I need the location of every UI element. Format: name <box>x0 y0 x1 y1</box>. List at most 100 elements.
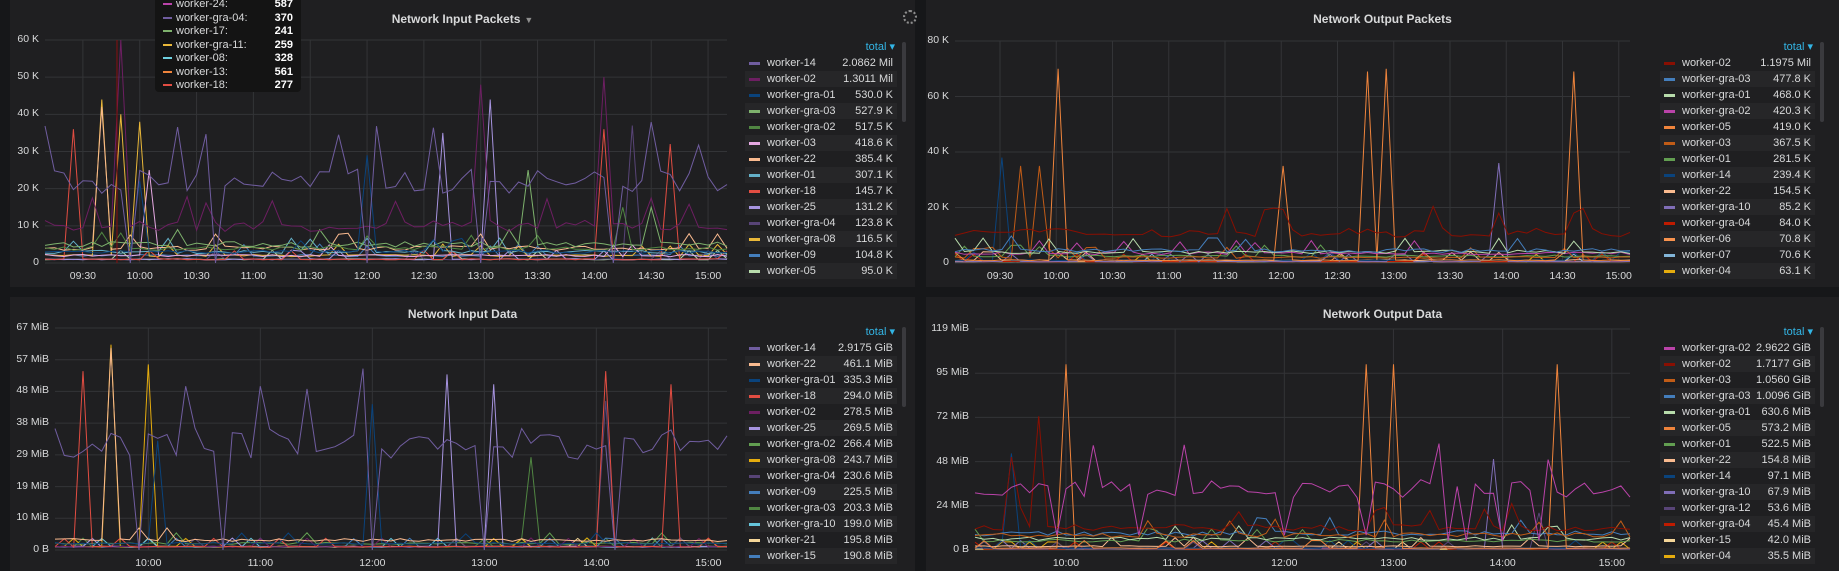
legend-sort-total[interactable]: total ▾ <box>865 41 895 53</box>
legend-sort-total[interactable]: total ▾ <box>1783 41 1813 53</box>
legend-item[interactable]: worker-gra-02 2.9622 GiB <box>1660 340 1815 356</box>
legend-item[interactable]: worker-03 418.6 K <box>745 135 897 151</box>
legend-item-name: worker-25 <box>767 422 816 434</box>
legend-item[interactable]: worker-01 307.1 K <box>745 167 897 183</box>
legend-item[interactable]: worker-gra-04 123.8 K <box>745 215 897 231</box>
legend-item[interactable]: worker-01 522.5 MiB <box>1660 436 1815 452</box>
graph-network-input-data[interactable] <box>10 297 915 571</box>
legend-item[interactable]: worker-gra-10 67.9 MiB <box>1660 484 1815 500</box>
legend-item[interactable]: worker-02 278.5 MiB <box>745 404 897 420</box>
tooltip-series-name: worker-17: <box>176 25 228 37</box>
legend-item[interactable]: worker-gra-04 230.6 MiB <box>745 468 897 484</box>
legend-item-total: 1.7177 GiB <box>1755 358 1811 370</box>
legend-sort-total[interactable]: total ▾ <box>1783 326 1813 338</box>
legend-item[interactable]: worker-04 35.5 MiB <box>1660 548 1815 564</box>
legend-item[interactable]: worker-09 104.8 K <box>745 247 897 263</box>
legend-item[interactable]: worker-gra-04 84.0 K <box>1660 215 1815 231</box>
legend-item-total: 85.2 K <box>1779 201 1811 213</box>
legend-item[interactable]: worker-05 95.0 K <box>745 263 897 279</box>
x-axis-tick-label: 11:30 <box>297 270 323 282</box>
x-axis-tick-label: 13:30 <box>1436 270 1464 282</box>
legend-item[interactable]: worker-gra-02 517.5 K <box>745 119 897 135</box>
legend-item[interactable]: worker-gra-03 203.3 MiB <box>745 500 897 516</box>
legend-item[interactable]: worker-gra-04 45.4 MiB <box>1660 516 1815 532</box>
legend-item-name: worker-04 <box>1682 265 1731 277</box>
legend-scrollbar[interactable] <box>902 327 906 407</box>
series-line-worker-gra-02 <box>974 443 1631 541</box>
legend-item[interactable]: worker-gra-03 1.0096 GiB <box>1660 388 1815 404</box>
legend-item[interactable]: worker-gra-08 243.7 MiB <box>745 452 897 468</box>
legend-item[interactable]: worker-22 154.5 K <box>1660 183 1815 199</box>
legend-color-swatch <box>749 507 760 510</box>
legend-item[interactable]: worker-01 281.5 K <box>1660 151 1815 167</box>
graph-network-output-packets[interactable] <box>926 0 1839 287</box>
legend-item[interactable]: worker-18 294.0 MiB <box>745 388 897 404</box>
legend-scrollbar[interactable] <box>1820 42 1824 122</box>
legend-item-total: 104.8 K <box>855 249 893 261</box>
x-axis-tick-label: 11:00 <box>1162 557 1188 569</box>
legend-item[interactable]: worker-gra-03 477.8 K <box>1660 71 1815 87</box>
legend-item[interactable]: worker-gra-12 53.6 MiB <box>1660 500 1815 516</box>
y-axis-tick-label: 67 MiB <box>16 321 49 333</box>
legend-item[interactable]: worker-gra-03 527.9 K <box>745 103 897 119</box>
legend-item-name: worker-22 <box>1682 185 1731 197</box>
legend-item[interactable]: worker-14 97.1 MiB <box>1660 468 1815 484</box>
legend-item[interactable]: worker-gra-01 530.0 K <box>745 87 897 103</box>
legend-item-name: worker-gra-08 <box>767 233 836 245</box>
legend-item[interactable]: worker-gra-10 85.2 K <box>1660 199 1815 215</box>
legend-sort-total[interactable]: total ▾ <box>865 326 895 338</box>
legend-item[interactable]: worker-03 367.5 K <box>1660 135 1815 151</box>
legend-item[interactable]: worker-gra-02 266.4 MiB <box>745 436 897 452</box>
legend-item[interactable]: worker-gra-01 335.3 MiB <box>745 372 897 388</box>
legend-item[interactable]: worker-21 195.8 MiB <box>745 532 897 548</box>
legend-color-swatch <box>1664 110 1675 113</box>
panel-title[interactable]: Network Output Packets <box>926 12 1839 26</box>
tooltip-series-name: worker-gra-04: <box>176 11 248 24</box>
legend-color-swatch <box>1664 539 1675 542</box>
y-axis-tick-label: 10 MiB <box>16 511 49 524</box>
series-line-worker-05 <box>954 68 1631 262</box>
legend-item[interactable]: worker-15 190.8 MiB <box>745 548 897 564</box>
y-axis-tick-label: 30 K <box>17 144 39 157</box>
legend-item[interactable]: worker-gra-01 468.0 K <box>1660 87 1815 103</box>
legend-item[interactable]: worker-09 225.5 MiB <box>745 484 897 500</box>
legend-item[interactable]: worker-14 2.9175 GiB <box>745 340 897 356</box>
legend-item[interactable]: worker-04 63.1 K <box>1660 263 1815 279</box>
legend-item[interactable]: worker-02 1.3011 Mil <box>745 71 897 87</box>
legend-color-swatch <box>1664 475 1675 478</box>
legend-item[interactable]: worker-14 239.4 K <box>1660 167 1815 183</box>
legend-item[interactable]: worker-06 70.8 K <box>1660 231 1815 247</box>
legend-item[interactable]: worker-22 385.4 K <box>745 151 897 167</box>
legend-item[interactable]: worker-15 42.0 MiB <box>1660 532 1815 548</box>
legend-item-name: worker-03 <box>767 137 816 149</box>
legend-color-swatch <box>749 174 760 177</box>
panel-title-text: Network Output Packets <box>1313 12 1452 26</box>
legend-item-name: worker-04 <box>1682 550 1731 562</box>
legend-item[interactable]: worker-22 154.8 MiB <box>1660 452 1815 468</box>
legend-item[interactable]: worker-gra-02 420.3 K <box>1660 103 1815 119</box>
legend-item[interactable]: worker-gra-10 199.0 MiB <box>745 516 897 532</box>
legend-item[interactable]: worker-gra-01 630.6 MiB <box>1660 404 1815 420</box>
legend-item[interactable]: worker-18 145.7 K <box>745 183 897 199</box>
panel-title[interactable]: Network Input Data <box>10 307 915 321</box>
tooltip-row: worker-24: 587 <box>163 0 293 11</box>
legend-item[interactable]: worker-25 131.2 K <box>745 199 897 215</box>
panel-title[interactable]: Network Input Packets ▼ <box>10 12 915 26</box>
legend-item[interactable]: worker-25 269.5 MiB <box>745 420 897 436</box>
legend-item[interactable]: worker-02 1.1975 Mil <box>1660 55 1815 71</box>
graph-network-output-data[interactable] <box>926 297 1839 571</box>
legend-item[interactable]: worker-05 419.0 K <box>1660 119 1815 135</box>
legend-item[interactable]: worker-gra-08 116.5 K <box>745 231 897 247</box>
legend-item[interactable]: worker-22 461.1 MiB <box>745 356 897 372</box>
panel-title[interactable]: Network Output Data <box>926 307 1839 321</box>
legend-item[interactable]: worker-02 1.7177 GiB <box>1660 356 1815 372</box>
legend-item[interactable]: worker-05 573.2 MiB <box>1660 420 1815 436</box>
chevron-down-icon[interactable]: ▼ <box>524 15 534 25</box>
legend-item[interactable]: worker-03 1.0560 GiB <box>1660 372 1815 388</box>
legend-item[interactable]: worker-14 2.0862 Mil <box>745 55 897 71</box>
legend-item[interactable]: worker-07 70.6 K <box>1660 247 1815 263</box>
legend-scrollbar[interactable] <box>902 42 906 122</box>
legend-scrollbar[interactable] <box>1820 327 1824 407</box>
legend-item-total: 477.8 K <box>1773 73 1811 85</box>
tooltip-color-swatch <box>163 84 172 86</box>
